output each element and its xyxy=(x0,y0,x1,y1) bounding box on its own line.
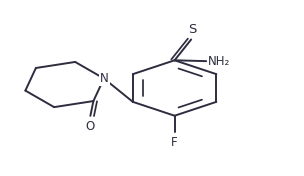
Text: NH₂: NH₂ xyxy=(208,55,230,68)
Text: N: N xyxy=(100,72,109,85)
Text: F: F xyxy=(171,136,178,149)
Text: O: O xyxy=(86,120,95,133)
Text: S: S xyxy=(188,23,197,36)
Text: N: N xyxy=(99,72,108,85)
